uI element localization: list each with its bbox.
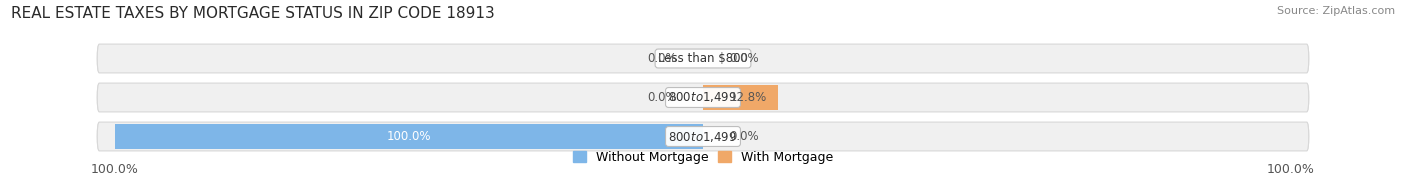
Legend: Without Mortgage, With Mortgage: Without Mortgage, With Mortgage (574, 151, 832, 164)
Text: Less than $800: Less than $800 (658, 52, 748, 65)
Bar (703, 85, 779, 110)
Text: 0.0%: 0.0% (647, 91, 676, 104)
Text: $800 to $1,499: $800 to $1,499 (668, 90, 738, 105)
FancyBboxPatch shape (97, 45, 1309, 72)
FancyBboxPatch shape (97, 44, 1309, 73)
Text: 0.0%: 0.0% (647, 52, 676, 65)
FancyBboxPatch shape (97, 84, 1309, 111)
Bar (115, 124, 703, 149)
Text: 0.0%: 0.0% (730, 52, 759, 65)
Text: Source: ZipAtlas.com: Source: ZipAtlas.com (1277, 6, 1395, 16)
Text: 100.0%: 100.0% (387, 130, 432, 143)
FancyBboxPatch shape (97, 122, 1309, 151)
FancyBboxPatch shape (97, 123, 1309, 150)
FancyBboxPatch shape (97, 83, 1309, 112)
Text: 12.8%: 12.8% (730, 91, 766, 104)
Text: REAL ESTATE TAXES BY MORTGAGE STATUS IN ZIP CODE 18913: REAL ESTATE TAXES BY MORTGAGE STATUS IN … (11, 6, 495, 21)
Text: $800 to $1,499: $800 to $1,499 (668, 129, 738, 144)
Text: 0.0%: 0.0% (730, 130, 759, 143)
